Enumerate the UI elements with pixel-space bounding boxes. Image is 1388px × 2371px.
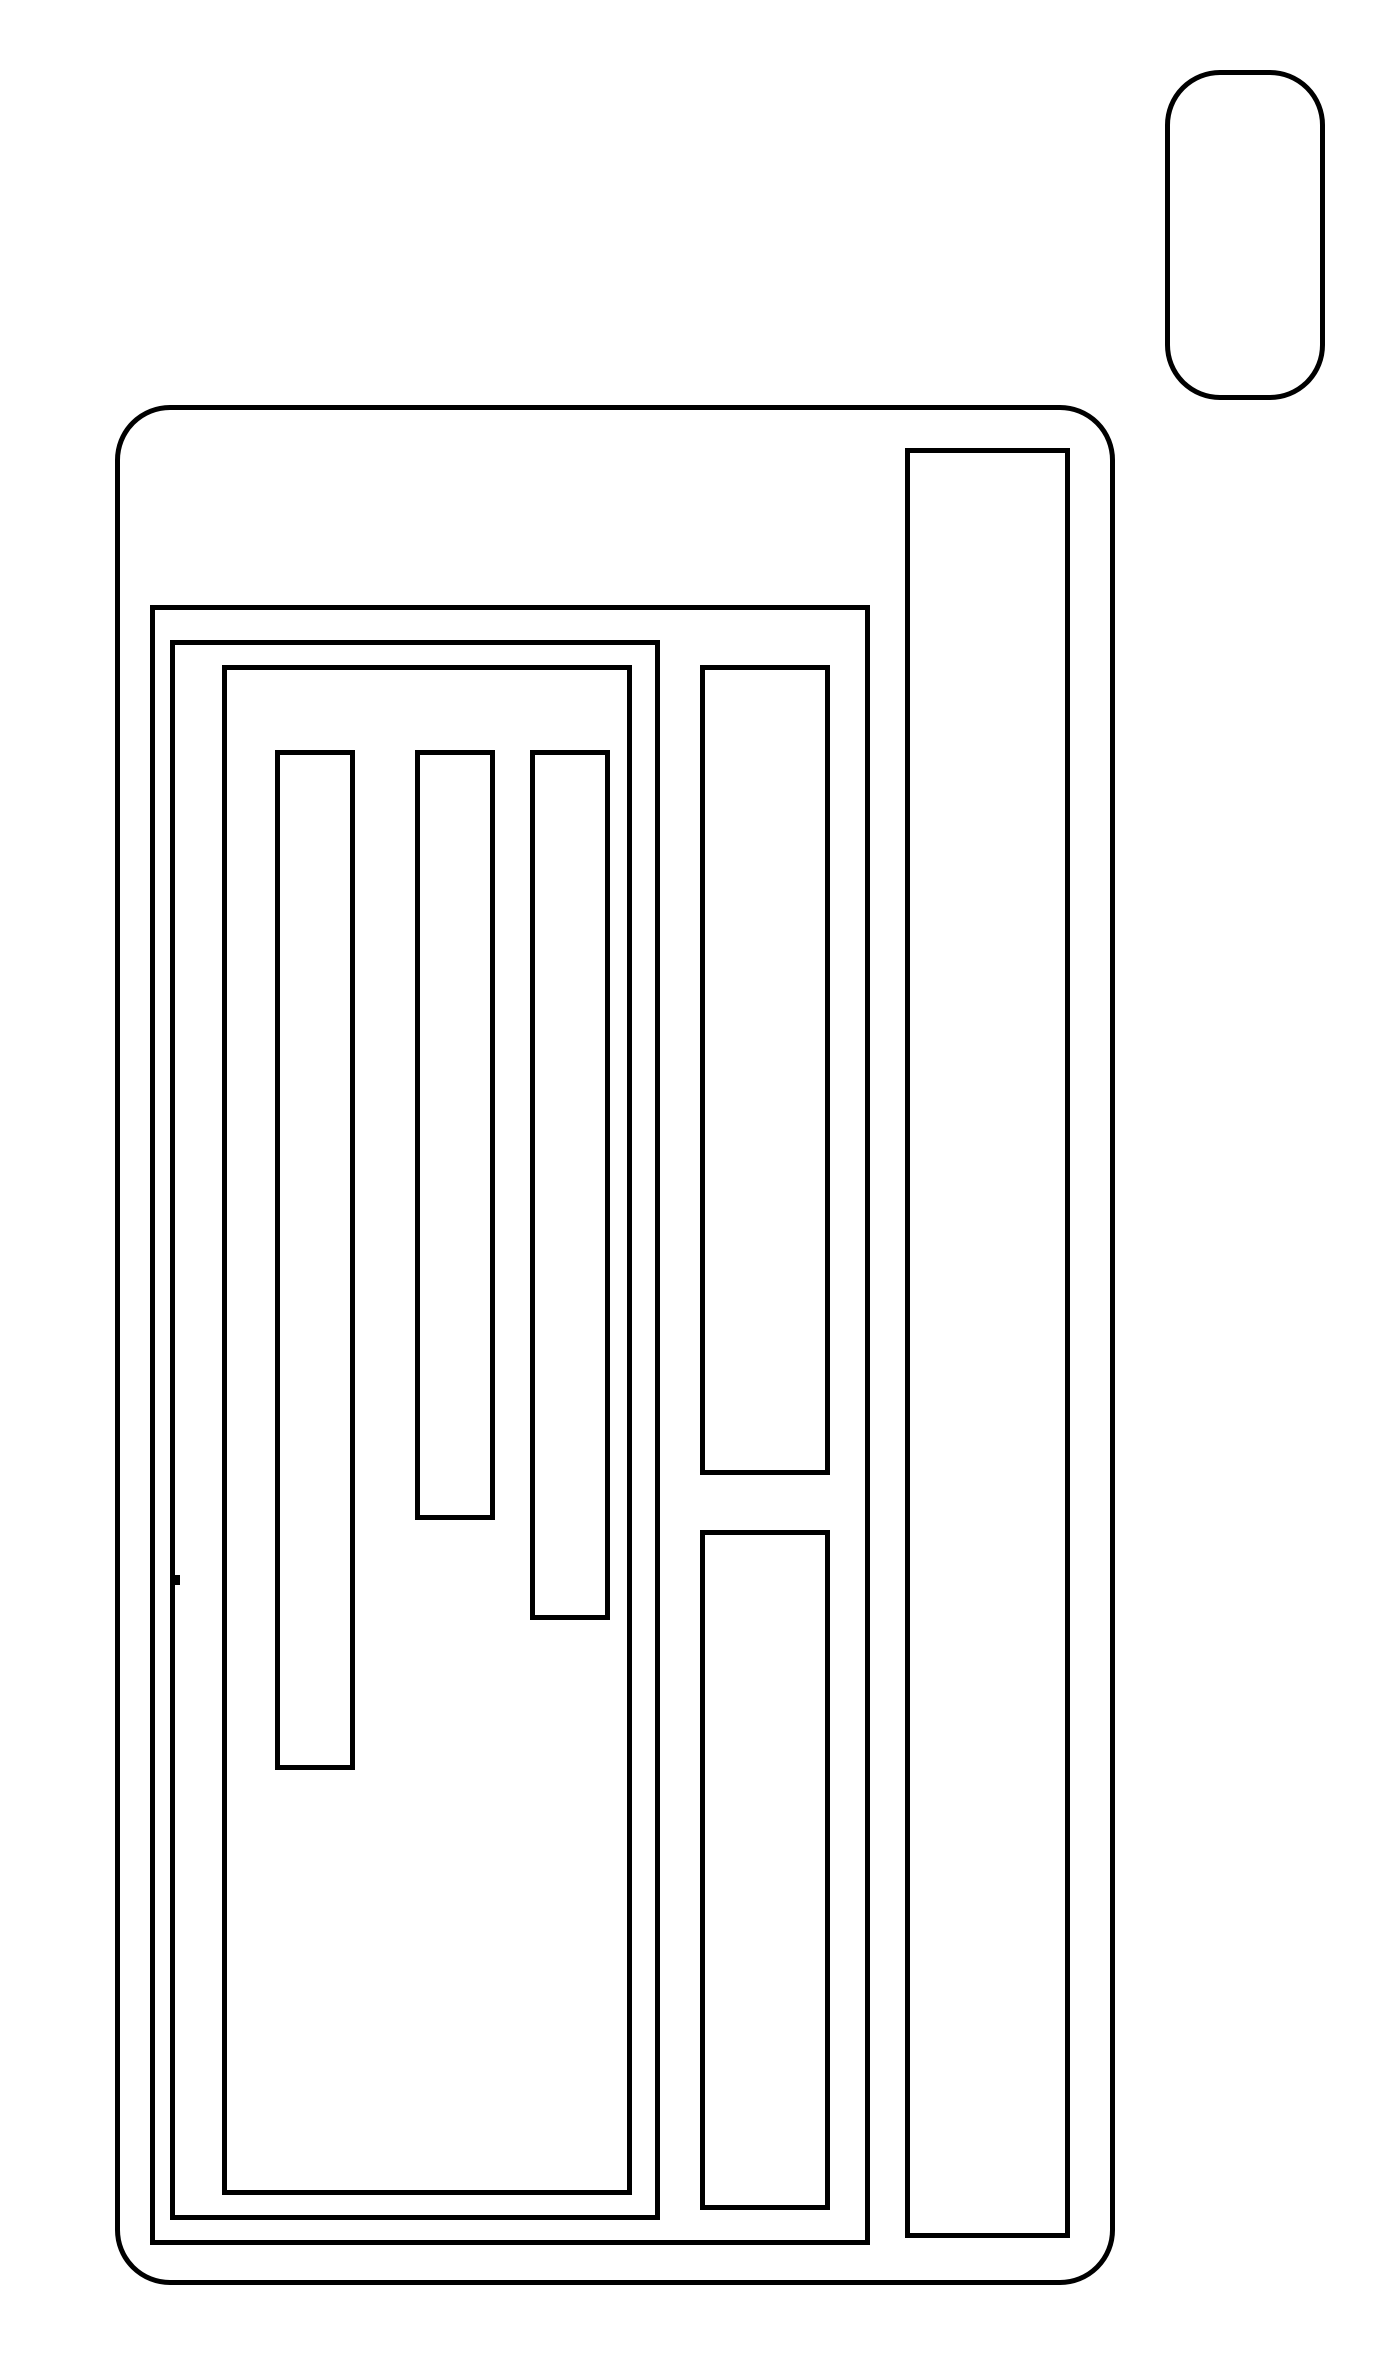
udv-operation-box xyxy=(170,1575,180,1585)
first-determination-box xyxy=(415,750,495,1520)
heat-quantity-box xyxy=(700,1530,830,2210)
can-info-box xyxy=(905,448,1070,2238)
cold-start-box xyxy=(275,750,355,1770)
heat-capacity-box xyxy=(700,665,830,1475)
can-node xyxy=(1165,70,1325,400)
second-determination-box xyxy=(530,750,610,1620)
